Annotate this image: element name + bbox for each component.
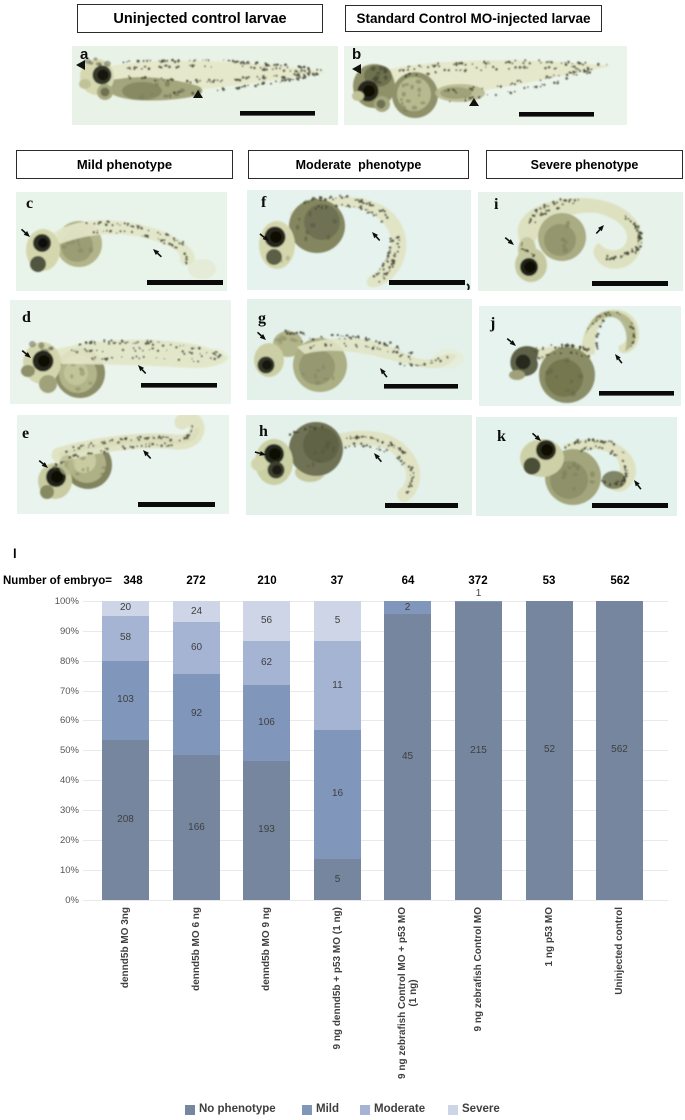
svg-text:j: j [489, 315, 495, 332]
svg-text:b: b [352, 46, 361, 63]
svg-text:a: a [80, 46, 89, 63]
svg-text:d: d [22, 309, 31, 326]
svg-text:k: k [497, 428, 506, 445]
svg-text:c: c [26, 195, 33, 212]
svg-text:g: g [258, 310, 266, 327]
svg-text:h: h [259, 423, 268, 440]
svg-text:f: f [261, 194, 267, 211]
svg-text:e: e [22, 425, 29, 442]
svg-text:i: i [494, 196, 499, 213]
